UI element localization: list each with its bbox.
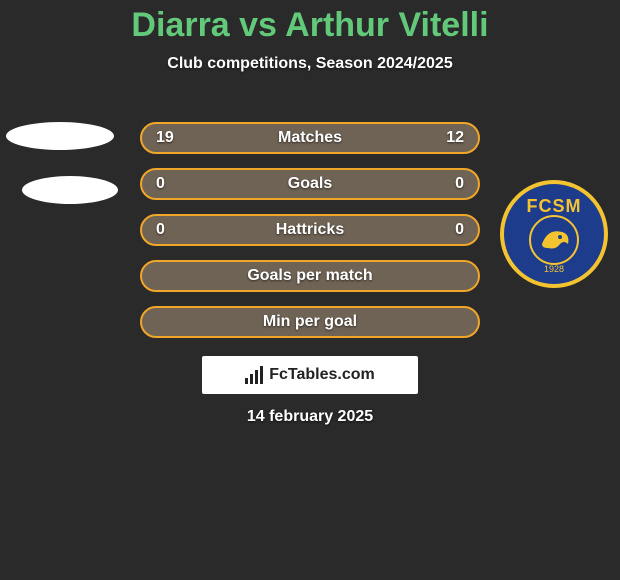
stat-row: 0Hattricks0 bbox=[140, 214, 480, 246]
stat-left-value: 0 bbox=[156, 175, 196, 193]
player1-avatar bbox=[6, 122, 114, 150]
bars-icon bbox=[245, 366, 263, 384]
stat-label: Min per goal bbox=[196, 313, 424, 331]
stat-rows: 19Matches120Goals00Hattricks0Goals per m… bbox=[140, 122, 480, 352]
fctables-text: FcTables.com bbox=[269, 366, 375, 384]
stat-right-value: 0 bbox=[424, 221, 464, 239]
player1-shadow bbox=[22, 176, 118, 204]
date-text: 14 february 2025 bbox=[0, 408, 620, 426]
club-badge-year: 1928 bbox=[544, 264, 564, 274]
lion-icon bbox=[524, 210, 584, 270]
stat-right-value: 12 bbox=[424, 129, 464, 147]
comparison-infographic: Diarra vs Arthur Vitelli Club competitio… bbox=[0, 0, 620, 580]
stat-label: Hattricks bbox=[196, 221, 424, 239]
fctables-watermark: FcTables.com bbox=[202, 356, 418, 394]
club-badge-inner: FCSM 1928 bbox=[504, 184, 604, 284]
subtitle: Club competitions, Season 2024/2025 bbox=[0, 55, 620, 73]
page-title: Diarra vs Arthur Vitelli bbox=[0, 0, 620, 45]
stat-row: 0Goals0 bbox=[140, 168, 480, 200]
stat-right-value: 0 bbox=[424, 175, 464, 193]
stat-label: Goals bbox=[196, 175, 424, 193]
stat-label: Goals per match bbox=[196, 267, 424, 285]
stat-row: Min per goal bbox=[140, 306, 480, 338]
stat-label: Matches bbox=[196, 129, 424, 147]
stat-left-value: 19 bbox=[156, 129, 196, 147]
stat-row: 19Matches12 bbox=[140, 122, 480, 154]
club-badge: FCSM 1928 bbox=[500, 180, 608, 288]
stat-left-value: 0 bbox=[156, 221, 196, 239]
stat-row: Goals per match bbox=[140, 260, 480, 292]
